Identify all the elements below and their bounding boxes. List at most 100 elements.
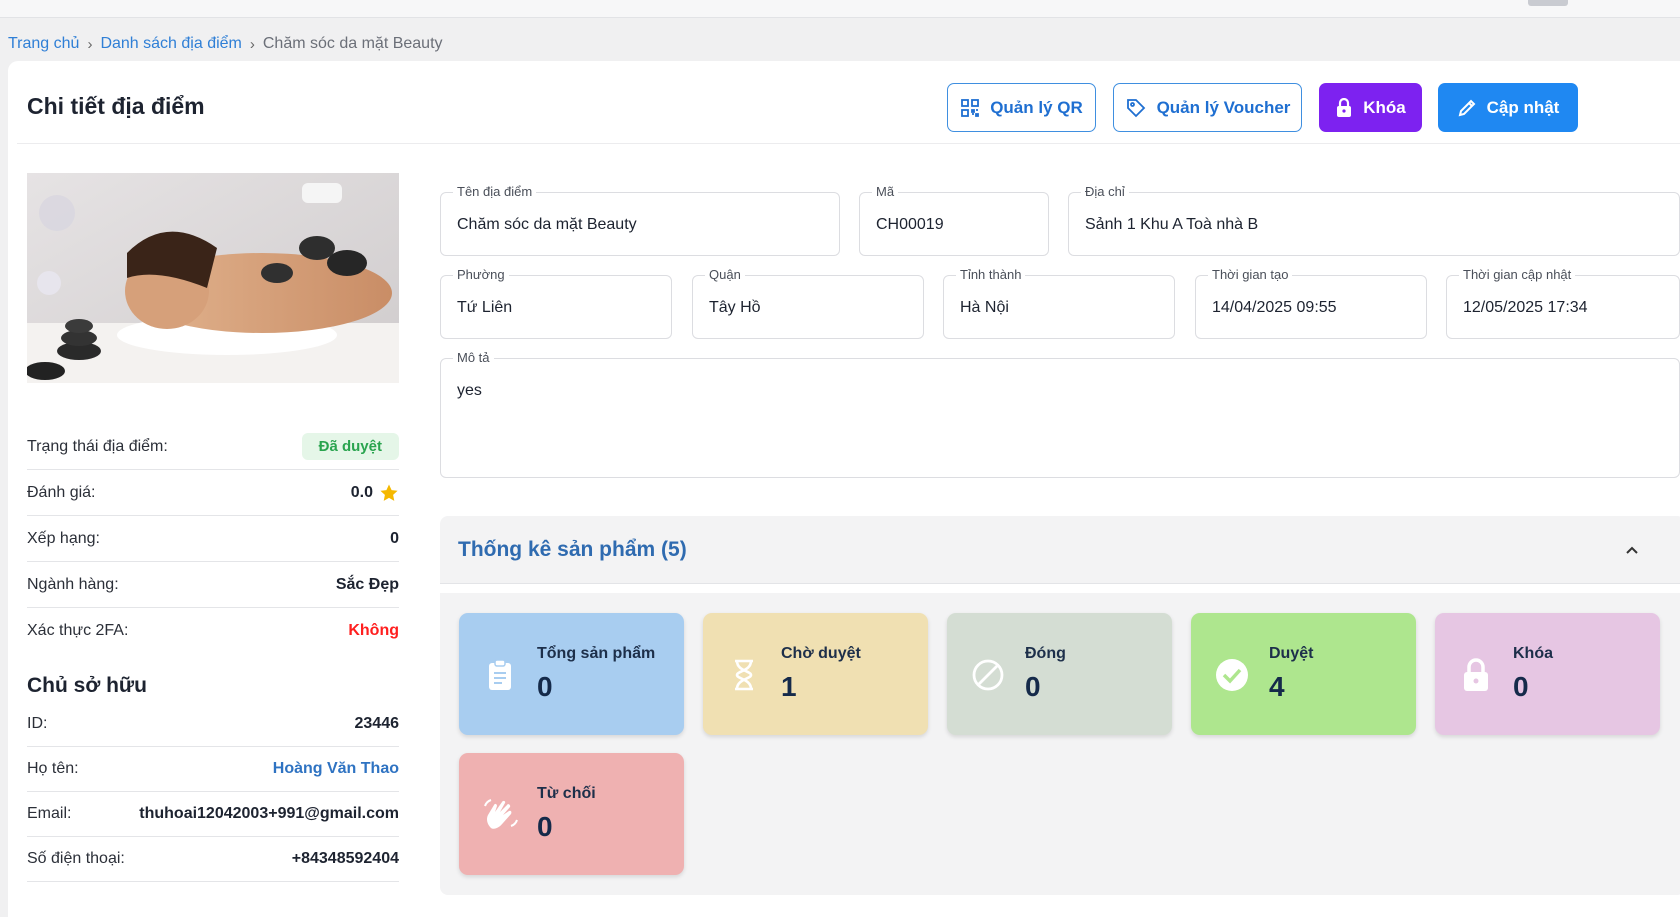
status-row: Trạng thái địa điểm: Đã duyệt <box>27 424 399 470</box>
block-icon <box>972 659 1004 691</box>
page-title: Chi tiết địa điểm <box>27 93 205 119</box>
district-field-label: Quận <box>705 267 745 282</box>
product-stats-header[interactable]: Thống kê sản phẩm (5) <box>440 516 1680 584</box>
stat-card-pending: Chờ duyệt 1 <box>703 613 928 735</box>
stat-approved-value: 4 <box>1269 671 1285 702</box>
lock-button[interactable]: Khóa <box>1319 83 1422 132</box>
check-circle-icon <box>1216 659 1248 691</box>
stat-pending-label: Chờ duyệt <box>781 645 861 662</box>
stat-card-rejected: Từ chối 0 <box>459 753 684 875</box>
manage-qr-label: Quản lý QR <box>990 97 1083 117</box>
stat-card-approved: Duyệt 4 <box>1191 613 1416 735</box>
address-field-value: Sảnh 1 Khu A Toà nhà B <box>1085 216 1259 233</box>
hand-wave-icon <box>484 799 518 829</box>
breadcrumb-separator-icon: › <box>249 35 255 53</box>
updated-time-label: Thời gian cập nhật <box>1459 267 1576 282</box>
stat-card-closed: Đóng 0 <box>947 613 1172 735</box>
industry-value: Sắc Đẹp <box>335 575 399 593</box>
code-field-label: Mã <box>872 184 899 199</box>
address-field[interactable]: Địa chỉ Sảnh 1 Khu A Toà nhà B <box>1068 184 1680 256</box>
description-field-label: Mô tả <box>453 350 494 365</box>
breadcrumb-current: Chăm sóc da mặt Beauty <box>262 35 443 52</box>
owner-email-label: Email: <box>27 805 72 822</box>
spa-photo-image <box>27 173 399 383</box>
ward-field-value: Tứ Liên <box>457 299 513 316</box>
owner-name-label: Họ tên: <box>27 760 79 777</box>
code-field[interactable]: Mã CH00019 <box>859 184 1049 256</box>
card-header: Chi tiết địa điểm Quản lý QR Quản lý Vou… <box>17 61 1680 144</box>
manage-qr-button[interactable]: Quản lý QR <box>947 83 1096 132</box>
rank-label: Xếp hạng: <box>27 529 100 547</box>
pencil-icon <box>1458 99 1476 116</box>
stat-locked-label: Khóa <box>1513 645 1553 662</box>
province-field[interactable]: Tỉnh thành Hà Nội <box>943 267 1175 339</box>
breadcrumb-list-link[interactable]: Danh sách địa điểm <box>100 35 242 52</box>
rating-value-wrap: 0.0 <box>351 483 399 503</box>
owner-email-value: thuhoai12042003+991@gmail.com <box>139 805 399 822</box>
name-field[interactable]: Tên địa điểm Chăm sóc da mặt Beauty <box>440 184 840 256</box>
description-field-value: yes <box>457 382 482 399</box>
breadcrumb-home-link[interactable]: Trang chủ <box>8 35 80 52</box>
tag-icon <box>1126 98 1145 117</box>
breadcrumb: Trang chủ › Danh sách địa điểm › Chăm só… <box>8 35 443 53</box>
twofa-label: Xác thực 2FA: <box>27 622 129 639</box>
status-label: Trạng thái địa điểm: <box>27 437 168 455</box>
province-field-value: Hà Nội <box>960 299 1009 316</box>
lock-icon <box>1337 97 1352 117</box>
location-photo <box>27 173 399 383</box>
lock-label: Khóa <box>1363 97 1406 117</box>
district-field[interactable]: Quận Tây Hồ <box>692 267 924 339</box>
owner-section-title: Chủ sở hữu <box>27 674 147 697</box>
stat-locked-value: 0 <box>1513 671 1529 702</box>
owner-id-value: 23446 <box>354 715 400 732</box>
twofa-value: Không <box>348 622 399 639</box>
ward-field[interactable]: Phường Tứ Liên <box>440 267 672 339</box>
address-field-label: Địa chỉ <box>1081 184 1129 199</box>
twofa-row: Xác thực 2FA: Không <box>27 608 399 654</box>
stat-card-total: Tổng sản phẩm 0 <box>459 613 684 735</box>
stat-closed-label: Đóng <box>1025 645 1066 662</box>
description-field[interactable]: Mô tả yes <box>440 350 1680 478</box>
location-info-list: Trạng thái địa điểm: Đã duyệt Đánh giá: … <box>27 424 399 882</box>
code-field-value: CH00019 <box>876 216 944 233</box>
industry-row: Ngành hàng: Sắc Đẹp <box>27 562 399 608</box>
stat-total-label: Tổng sản phẩm <box>537 645 656 662</box>
owner-email-row: Email: thuhoai12042003+991@gmail.com <box>27 792 399 837</box>
owner-name-link[interactable]: Hoàng Văn Thao <box>272 760 399 777</box>
owner-phone-label: Số điện thoại: <box>27 850 125 867</box>
star-icon <box>380 484 398 501</box>
owner-name-row: Họ tên: Hoàng Văn Thao <box>27 747 399 792</box>
product-stats-title: Thống kê sản phẩm (5) <box>458 538 687 561</box>
name-field-label: Tên địa điểm <box>453 184 537 199</box>
ward-field-label: Phường <box>453 267 509 282</box>
chevron-up-icon[interactable] <box>1622 540 1642 560</box>
update-button[interactable]: Cập nhật <box>1438 83 1578 132</box>
rank-value: 0 <box>390 529 399 547</box>
stat-rejected-label: Từ chối <box>537 785 596 802</box>
district-field-value: Tây Hồ <box>709 299 761 316</box>
stat-card-locked: Khóa 0 <box>1435 613 1660 735</box>
rating-label: Đánh giá: <box>27 483 96 501</box>
province-field-label: Tỉnh thành <box>956 267 1026 282</box>
manage-voucher-label: Quản lý Voucher <box>1156 97 1291 117</box>
stat-approved-label: Duyệt <box>1269 645 1314 662</box>
hourglass-icon <box>735 659 753 691</box>
created-time-label: Thời gian tạo <box>1208 267 1293 282</box>
industry-label: Ngành hàng: <box>27 575 119 593</box>
rank-row: Xếp hạng: 0 <box>27 516 399 562</box>
clipboard-icon <box>489 659 511 690</box>
name-field-value: Chăm sóc da mặt Beauty <box>457 216 637 233</box>
updated-time-field[interactable]: Thời gian cập nhật 12/05/2025 17:34 <box>1446 267 1680 339</box>
top-bar <box>0 0 1680 18</box>
lock-icon <box>1464 658 1488 691</box>
created-time-field[interactable]: Thời gian tạo 14/04/2025 09:55 <box>1195 267 1427 339</box>
stat-total-value: 0 <box>537 671 553 702</box>
owner-phone-value: +84348592404 <box>291 850 399 867</box>
update-label: Cập nhật <box>1486 97 1560 117</box>
stat-rejected-value: 0 <box>537 811 553 842</box>
created-time-value: 14/04/2025 09:55 <box>1212 299 1337 316</box>
manage-voucher-button[interactable]: Quản lý Voucher <box>1113 83 1302 132</box>
status-badge: Đã duyệt <box>301 433 399 460</box>
owner-id-label: ID: <box>27 715 48 732</box>
updated-time-value: 12/05/2025 17:34 <box>1463 299 1588 316</box>
